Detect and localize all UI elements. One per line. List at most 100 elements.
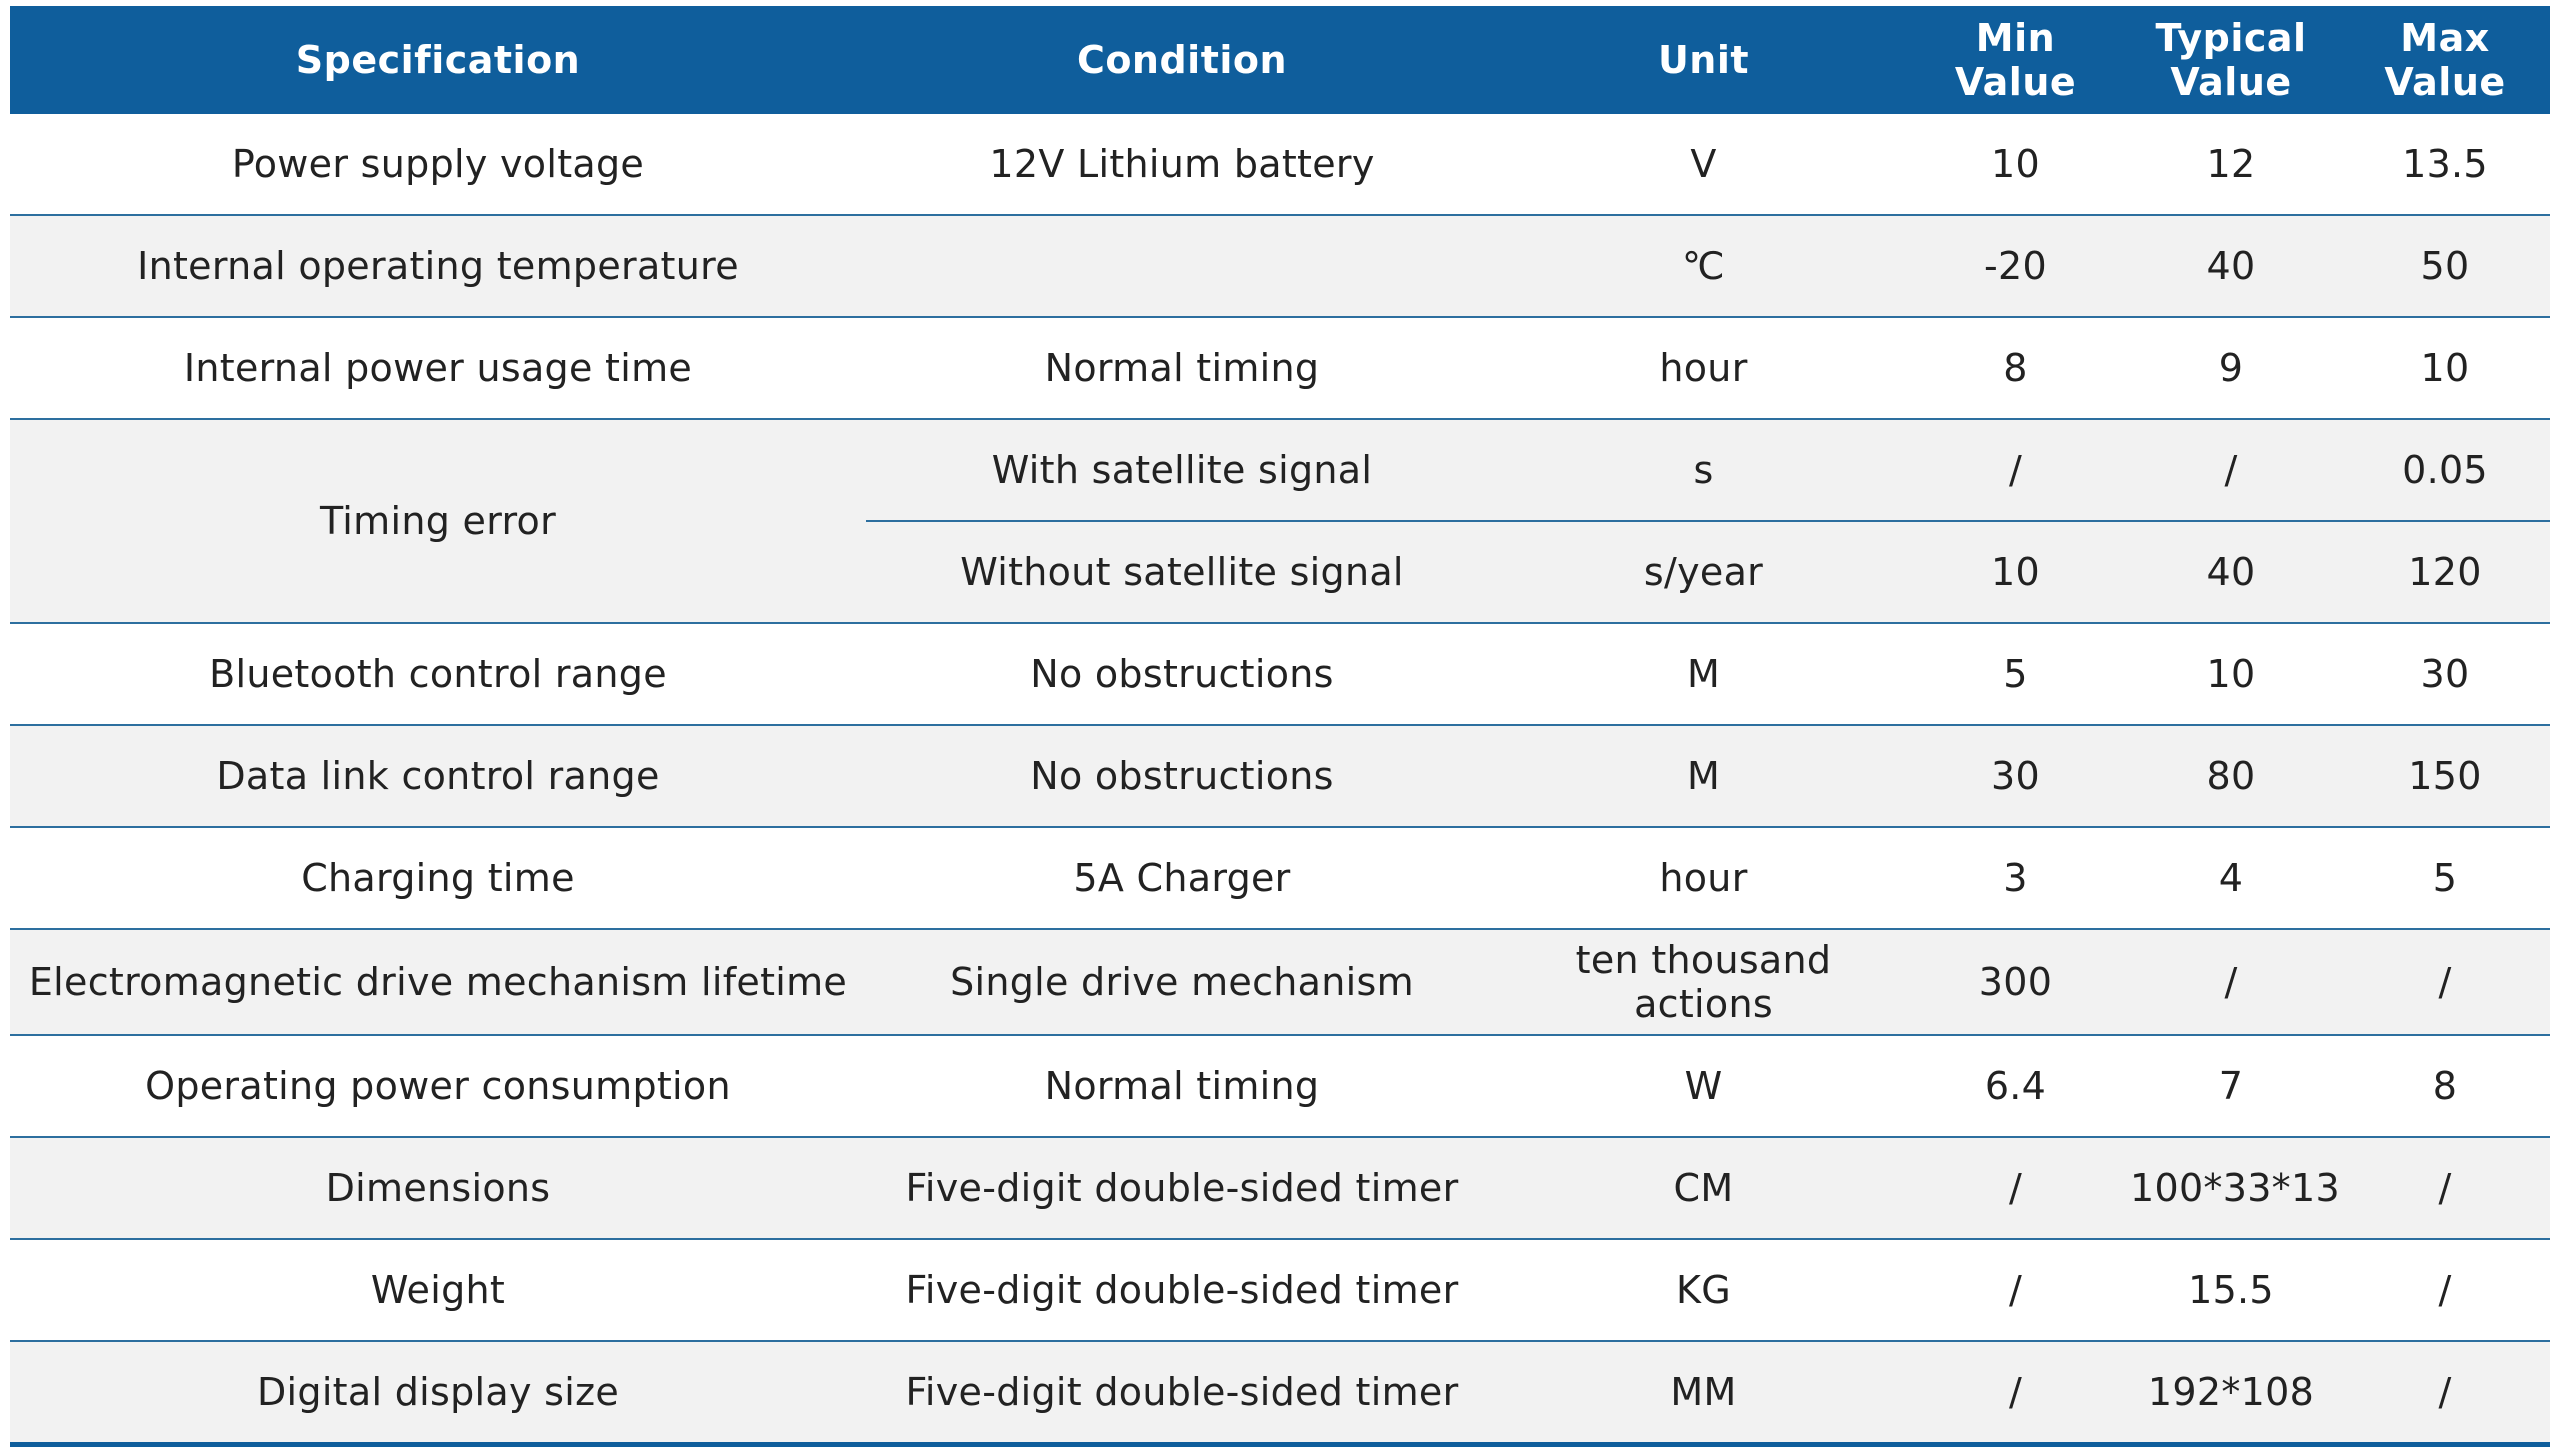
cell-max: 50 (2340, 215, 2550, 318)
cell-specification: Internal operating temperature (10, 215, 866, 318)
cell-max: 0.05 (2340, 419, 2550, 522)
cell-max: / (2340, 1341, 2550, 1447)
cell-max: 120 (2340, 521, 2550, 624)
cell-min: 5 (1909, 623, 2122, 726)
cell-specification: Dimensions (10, 1137, 866, 1240)
cell-max: 5 (2340, 827, 2550, 930)
cell-min: 300 (1909, 929, 2122, 1036)
table-row: Internal operating temperature ℃ -20 40 … (10, 215, 2550, 318)
cell-unit: V (1498, 114, 1909, 216)
table-header: Specification Condition Unit Min Value Ty… (10, 6, 2550, 114)
cell-typical: 12 (2122, 114, 2340, 216)
cell-condition: Without satellite signal (866, 521, 1498, 624)
cell-unit: ten thousand actions (1498, 929, 1909, 1036)
cell-min: / (1909, 1239, 2122, 1342)
header-condition: Condition (866, 6, 1498, 114)
cell-unit-line2: actions (1634, 982, 1773, 1026)
table-body: Power supply voltage 12V Lithium battery… (10, 114, 2550, 1447)
table-row: Dimensions Five-digit double-sided timer… (10, 1137, 2550, 1240)
header-typical-value: Typical Value (2122, 6, 2340, 114)
cell-max: 8 (2340, 1035, 2550, 1138)
cell-condition: Normal timing (866, 317, 1498, 420)
header-max-line2: Value (2384, 60, 2506, 104)
header-max-line1: Max (2400, 16, 2490, 60)
cell-unit: hour (1498, 827, 1909, 930)
header-min-value: Min Value (1909, 6, 2122, 114)
cell-max: 30 (2340, 623, 2550, 726)
table-row: Operating power consumption Normal timin… (10, 1035, 2550, 1138)
cell-condition: Single drive mechanism (866, 929, 1498, 1036)
cell-max: / (2340, 929, 2550, 1036)
cell-typical: 10 (2122, 623, 2340, 726)
cell-unit: KG (1498, 1239, 1909, 1342)
header-min-line1: Min (1975, 16, 2056, 60)
cell-unit: MM (1498, 1341, 1909, 1447)
cell-specification: Digital display size (10, 1341, 866, 1447)
cell-unit: ℃ (1498, 215, 1909, 318)
cell-typical: 100*33*13 (2122, 1137, 2340, 1240)
cell-condition: With satellite signal (866, 419, 1498, 522)
table-row: Digital display size Five-digit double-s… (10, 1341, 2550, 1447)
table-row: Charging time 5A Charger hour 3 4 5 (10, 827, 2550, 930)
table-row: Internal power usage time Normal timing … (10, 317, 2550, 420)
cell-typical: / (2122, 929, 2340, 1036)
header-max-value: Max Value (2340, 6, 2550, 114)
table-row-timing-error-b: Without satellite signal s/year 10 40 12… (10, 521, 2550, 624)
cell-unit-line1: ten thousand (1575, 938, 1832, 982)
cell-typical: 40 (2122, 521, 2340, 624)
table-row-timing-error-a: Timing error With satellite signal s / /… (10, 419, 2550, 624)
header-typical-line1: Typical (2155, 16, 2307, 60)
cell-typical: 9 (2122, 317, 2340, 420)
cell-unit: hour (1498, 317, 1909, 420)
cell-condition (866, 215, 1498, 318)
spec-sheet: Specification Condition Unit Min Value Ty… (10, 6, 2550, 1447)
header-min-line2: Value (1954, 60, 2077, 104)
cell-condition: No obstructions (866, 623, 1498, 726)
cell-typical: 4 (2122, 827, 2340, 930)
cell-min: 30 (1909, 725, 2122, 828)
cell-min: / (1909, 419, 2122, 522)
header-specification: Specification (10, 6, 866, 114)
table-row: Electromagnetic drive mechanism lifetime… (10, 929, 2550, 1036)
cell-specification: Timing error (10, 419, 866, 624)
header-unit: Unit (1498, 6, 1909, 114)
table-row: Weight Five-digit double-sided timer KG … (10, 1239, 2550, 1342)
cell-specification: Bluetooth control range (10, 623, 866, 726)
cell-max: 10 (2340, 317, 2550, 420)
cell-min: / (1909, 1341, 2122, 1447)
header-row: Specification Condition Unit Min Value Ty… (10, 6, 2550, 114)
cell-min: 8 (1909, 317, 2122, 420)
cell-typical: 7 (2122, 1035, 2340, 1138)
cell-unit: CM (1498, 1137, 1909, 1240)
cell-min: -20 (1909, 215, 2122, 318)
cell-specification: Charging time (10, 827, 866, 930)
table-row: Power supply voltage 12V Lithium battery… (10, 114, 2550, 216)
cell-specification: Power supply voltage (10, 114, 866, 216)
cell-min: 6.4 (1909, 1035, 2122, 1138)
header-typical-line2: Value (2170, 60, 2292, 104)
table-row: Data link control range No obstructions … (10, 725, 2550, 828)
cell-condition: No obstructions (866, 725, 1498, 828)
cell-unit: s (1498, 419, 1909, 522)
cell-max: / (2340, 1239, 2550, 1342)
cell-min: 3 (1909, 827, 2122, 930)
cell-min: 10 (1909, 114, 2122, 216)
cell-specification: Weight (10, 1239, 866, 1342)
cell-condition: 5A Charger (866, 827, 1498, 930)
cell-typical: 192*108 (2122, 1341, 2340, 1447)
cell-typical: 80 (2122, 725, 2340, 828)
cell-max: 150 (2340, 725, 2550, 828)
cell-specification: Data link control range (10, 725, 866, 828)
cell-specification: Internal power usage time (10, 317, 866, 420)
cell-min: / (1909, 1137, 2122, 1240)
cell-condition: Normal timing (866, 1035, 1498, 1138)
cell-condition: 12V Lithium battery (866, 114, 1498, 216)
cell-unit: s/year (1498, 521, 1909, 624)
cell-max: / (2340, 1137, 2550, 1240)
cell-condition: Five-digit double-sided timer (866, 1341, 1498, 1447)
cell-specification: Operating power consumption (10, 1035, 866, 1138)
cell-typical: 40 (2122, 215, 2340, 318)
table-row: Bluetooth control range No obstructions … (10, 623, 2550, 726)
specification-table: Specification Condition Unit Min Value Ty… (10, 6, 2550, 1447)
cell-typical: 15.5 (2122, 1239, 2340, 1342)
